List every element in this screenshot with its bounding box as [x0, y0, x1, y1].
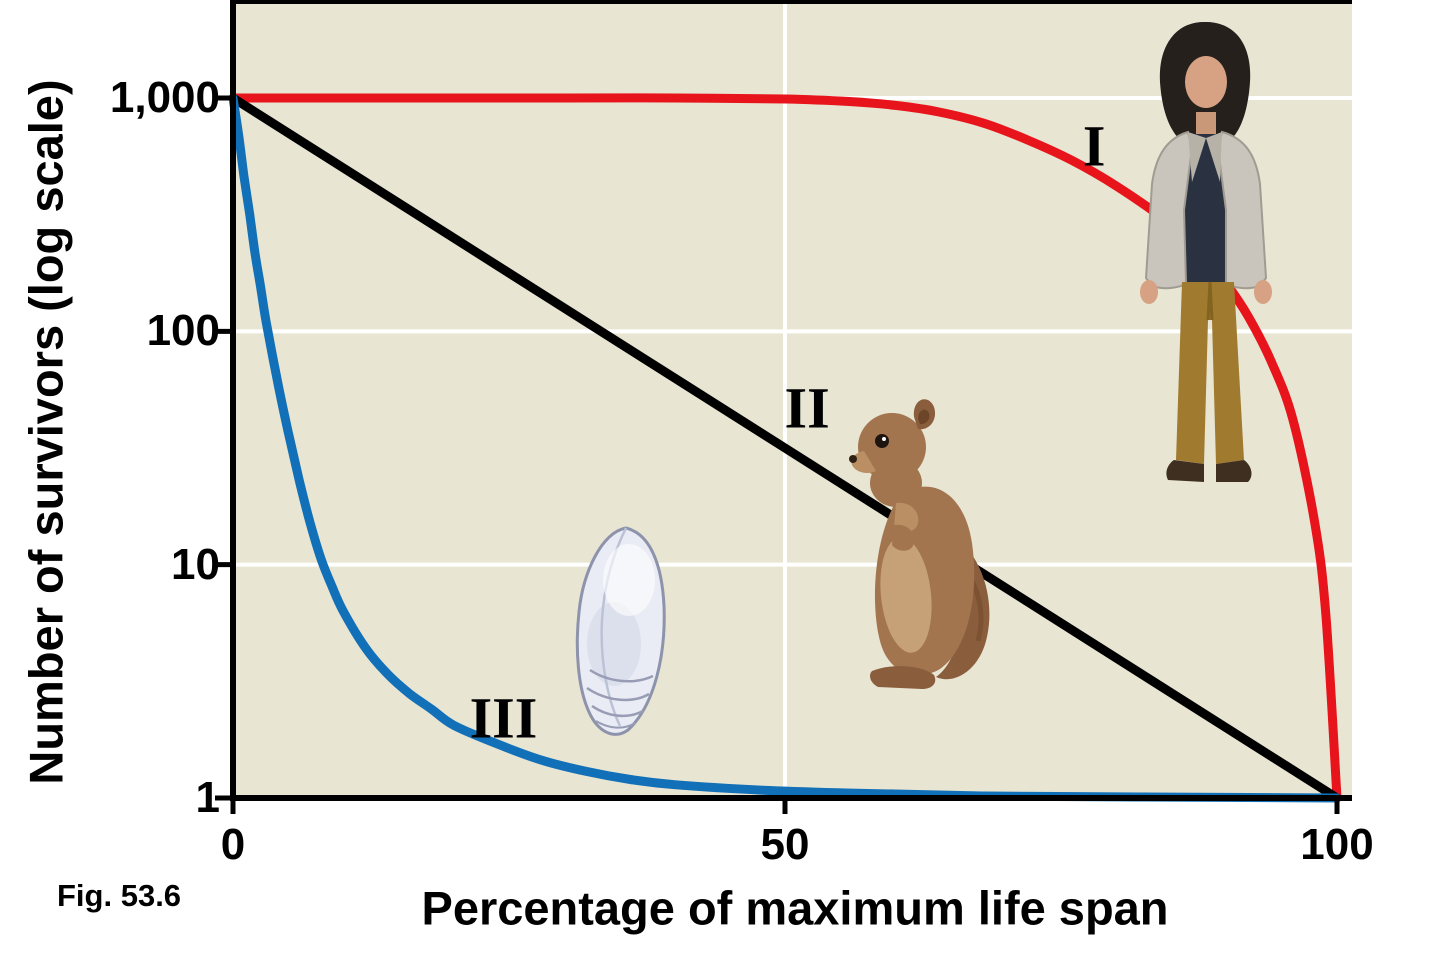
curve-label-II: II [784, 375, 830, 441]
squirrel-illustration [849, 399, 990, 689]
y-tick-label: 1 [195, 773, 220, 822]
x-tick-label: 100 [1300, 820, 1374, 869]
figure-caption: Fig. 53.6 [57, 878, 182, 913]
x-axis-title: Percentage of maximum life span [421, 881, 1169, 935]
y-tick-label: 100 [146, 306, 220, 356]
x-tick-label: 50 [760, 820, 810, 869]
y-axis-title: Number of survivors (log scale) [19, 79, 73, 785]
curve-label-III: III [469, 685, 538, 751]
human-illustration [1140, 22, 1272, 482]
x-tick-label: 0 [220, 820, 246, 869]
y-tick-label: 1,000 [109, 73, 220, 122]
y-tick-label: 10 [171, 539, 220, 589]
curve-label-I: I [1082, 113, 1106, 179]
oyster-illustration [575, 526, 666, 736]
